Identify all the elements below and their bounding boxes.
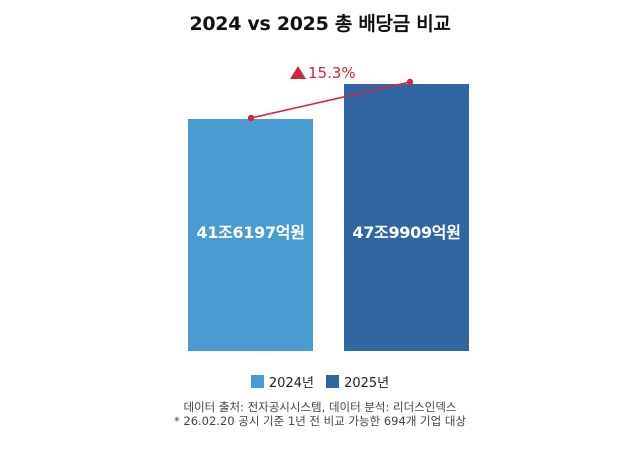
bar-value-label-2025: 47조9909억원 (352, 223, 461, 242)
change-percent-value: 15.3% (308, 64, 356, 82)
chart-title: 2024 vs 2025 총 배당금 비교 (189, 13, 451, 35)
bar-value-label-2024: 41조6197억원 (196, 223, 305, 242)
legend-item-2025: 2025년 (326, 372, 389, 391)
bar-2025: 47조9909억원 (344, 84, 469, 351)
legend-swatch-icon (326, 375, 340, 388)
chart-legend: 2024년 2025년 (0, 372, 640, 392)
triangle-up-icon (290, 66, 306, 79)
change-percent-label: 15.3% (290, 64, 356, 82)
source-note: 데이터 출처: 전자공시시스템, 데이터 분석: 리더스인덱스 (183, 400, 457, 414)
legend-swatch-icon (250, 375, 264, 388)
bar-2024: 41조6197억원 (188, 119, 313, 351)
legend-label: 2025년 (344, 376, 390, 391)
trend-point-2025 (406, 78, 414, 86)
legend-item-2024: 2024년 (250, 372, 314, 391)
basis-note: * 26.02.20 공시 기준 1년 전 비교 가능한 694개 기업 대상 (173, 414, 467, 428)
legend-label: 2024년 (268, 376, 314, 391)
trend-point-2024 (247, 114, 255, 122)
